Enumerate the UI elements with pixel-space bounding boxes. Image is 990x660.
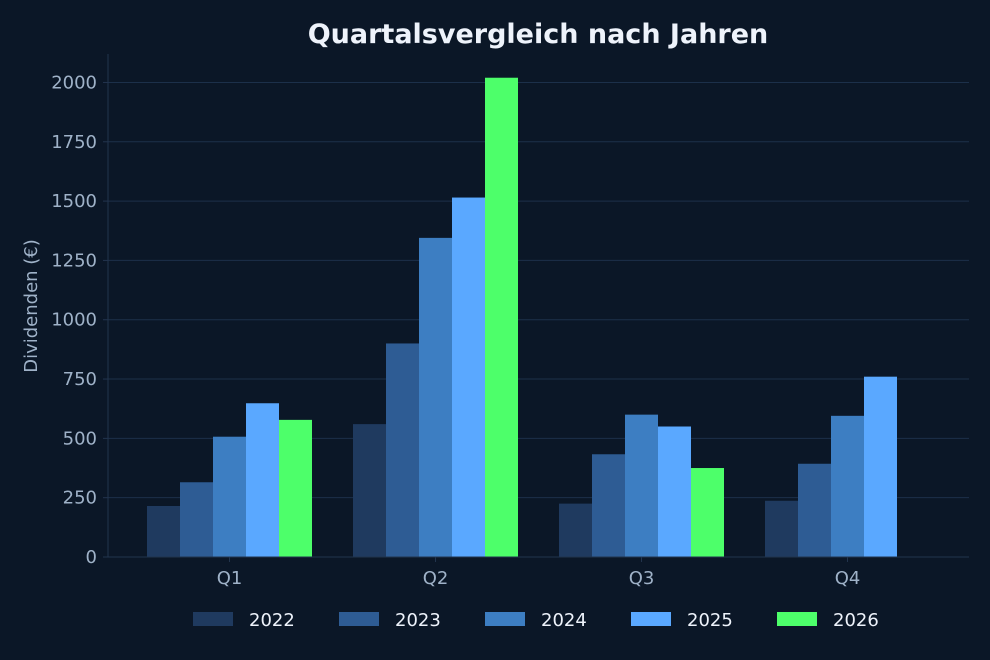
legend-item-2024[interactable]: 2024 xyxy=(485,610,587,631)
bar-q1-2022[interactable] xyxy=(147,505,180,557)
bar-q1-2023[interactable] xyxy=(180,482,213,557)
bar-q1-2024[interactable] xyxy=(213,436,246,557)
bar-q3-2023[interactable] xyxy=(592,454,625,557)
bar-q3-2024[interactable] xyxy=(625,414,658,557)
y-tick-label: 0 xyxy=(86,547,97,568)
legend-swatch xyxy=(631,612,671,626)
legend[interactable]: 2022 2023 2024 2025 2026 xyxy=(193,610,879,631)
bar-q2-2024[interactable] xyxy=(419,237,452,558)
legend-label: 2026 xyxy=(833,610,879,631)
legend-item-2025[interactable]: 2025 xyxy=(631,610,733,631)
legend-label: 2023 xyxy=(395,610,441,631)
legend-swatch xyxy=(485,612,525,626)
legend-label: 2025 xyxy=(687,610,733,631)
x-tick-label: Q3 xyxy=(629,568,655,589)
y-tick-label: 750 xyxy=(63,369,97,390)
bar-q3-2022[interactable] xyxy=(559,503,592,557)
bar-q4-2024[interactable] xyxy=(831,415,864,557)
legend-item-2022[interactable]: 2022 xyxy=(193,610,295,631)
y-axis-label: Dividenden (€) xyxy=(21,239,42,373)
legend-item-2026[interactable]: 2026 xyxy=(777,610,879,631)
axis-layer: 0 250 500 750 1000 1250 1500 1750 2000 Q1 Q2 Q3 Q4 xyxy=(51,54,969,589)
bar-q4-2022[interactable] xyxy=(765,500,798,557)
y-tick-label: 2000 xyxy=(51,72,97,93)
bar-q1-2026[interactable] xyxy=(279,419,312,557)
y-tick-label: 500 xyxy=(63,428,97,449)
bar-q1-2025[interactable] xyxy=(246,403,279,557)
bar-q4-2023[interactable] xyxy=(798,463,831,557)
x-tick-label: Q1 xyxy=(217,568,243,589)
y-tick-label: 1500 xyxy=(51,191,97,212)
bar-q2-2022[interactable] xyxy=(353,424,386,557)
y-tick-label: 1750 xyxy=(51,132,97,153)
legend-label: 2024 xyxy=(541,610,587,631)
legend-label: 2022 xyxy=(249,610,295,631)
bar-q3-2026[interactable] xyxy=(691,468,724,557)
bar-q2-2026[interactable] xyxy=(485,77,518,558)
bar-q3-2025[interactable] xyxy=(658,426,691,557)
legend-swatch xyxy=(777,612,817,626)
bar-q2-2025[interactable] xyxy=(452,197,485,558)
x-tick-label: Q2 xyxy=(423,568,449,589)
legend-item-2023[interactable]: 2023 xyxy=(339,610,441,631)
y-tick-label: 250 xyxy=(63,488,97,509)
y-tick-label: 1000 xyxy=(51,310,97,331)
legend-swatch xyxy=(193,612,233,626)
x-tick-label: Q4 xyxy=(835,568,861,589)
bar-q2-2023[interactable] xyxy=(386,343,419,557)
bar-q4-2025[interactable] xyxy=(864,376,897,557)
bars-layer xyxy=(147,77,897,558)
legend-swatch xyxy=(339,612,379,626)
y-tick-label: 1250 xyxy=(51,250,97,271)
chart-title: Quartalsvergleich nach Jahren xyxy=(308,19,769,50)
